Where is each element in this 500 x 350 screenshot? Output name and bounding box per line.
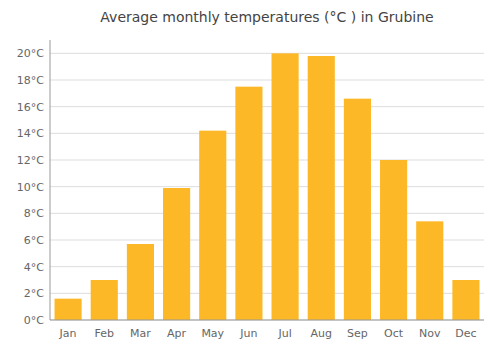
y-tick-label: 10°C xyxy=(17,181,44,194)
bar xyxy=(163,188,190,320)
x-tick-label: Feb xyxy=(95,327,114,340)
bar xyxy=(344,99,371,320)
x-tick-label: Nov xyxy=(419,327,441,340)
grid-line xyxy=(50,53,484,54)
x-axis-line xyxy=(50,320,484,321)
bar xyxy=(272,53,299,320)
y-tick-label: 2°C xyxy=(24,287,44,300)
title: Average monthly temperatures (°C ) in Gr… xyxy=(100,9,433,25)
y-tick-label: 12°C xyxy=(17,154,44,167)
bar xyxy=(452,280,479,320)
chart-container: Average monthly temperatures (°C ) in Gr… xyxy=(0,0,500,350)
x-tick-label: Jan xyxy=(59,327,77,340)
grid-line xyxy=(50,186,484,187)
y-tick-label: 18°C xyxy=(17,74,44,87)
x-tick-label: Jun xyxy=(239,327,257,340)
x-tick-label: Dec xyxy=(455,327,476,340)
bar xyxy=(416,221,443,320)
grid-line xyxy=(50,106,484,107)
grid-line xyxy=(50,160,484,161)
y-tick-label: 14°C xyxy=(17,127,44,140)
y-tick-label: 16°C xyxy=(17,101,44,114)
x-tick-label: Jul xyxy=(277,327,291,340)
y-tick-labels: 0°C 2°C 4°C 6°C 8°C 10°C 12°C 14°C 16°C 18°C 20°C xyxy=(17,47,44,327)
x-tick-labels: Jan Feb Mar Apr May Jun Jul Aug Sep Oct Nov Dec xyxy=(59,327,477,340)
bar xyxy=(127,244,154,320)
bar xyxy=(380,160,407,320)
bar xyxy=(199,131,226,320)
y-tick-label: 4°C xyxy=(24,261,44,274)
grid-line xyxy=(50,133,484,134)
y-tick-label: 8°C xyxy=(24,207,44,220)
y-axis-line xyxy=(50,40,51,320)
x-tick-label: May xyxy=(201,327,224,340)
x-tick-label: Aug xyxy=(311,327,332,340)
x-tick-label: Mar xyxy=(130,327,151,340)
bars xyxy=(55,53,480,320)
grid-line xyxy=(50,80,484,81)
y-tick-label: 6°C xyxy=(24,234,44,247)
chart-svg: Average monthly temperatures (°C ) in Gr… xyxy=(0,0,500,350)
bar xyxy=(91,280,118,320)
grid xyxy=(50,53,484,320)
bar xyxy=(235,87,262,320)
grid-line xyxy=(50,213,484,214)
y-tick-label: 0°C xyxy=(24,314,44,327)
x-tick-label: Apr xyxy=(167,327,187,340)
bar xyxy=(55,299,82,320)
grid-line xyxy=(50,320,484,321)
y-tick-label: 20°C xyxy=(17,47,44,60)
x-tick-label: Oct xyxy=(384,327,404,340)
x-tick-label: Sep xyxy=(347,327,368,340)
bar xyxy=(308,56,335,320)
